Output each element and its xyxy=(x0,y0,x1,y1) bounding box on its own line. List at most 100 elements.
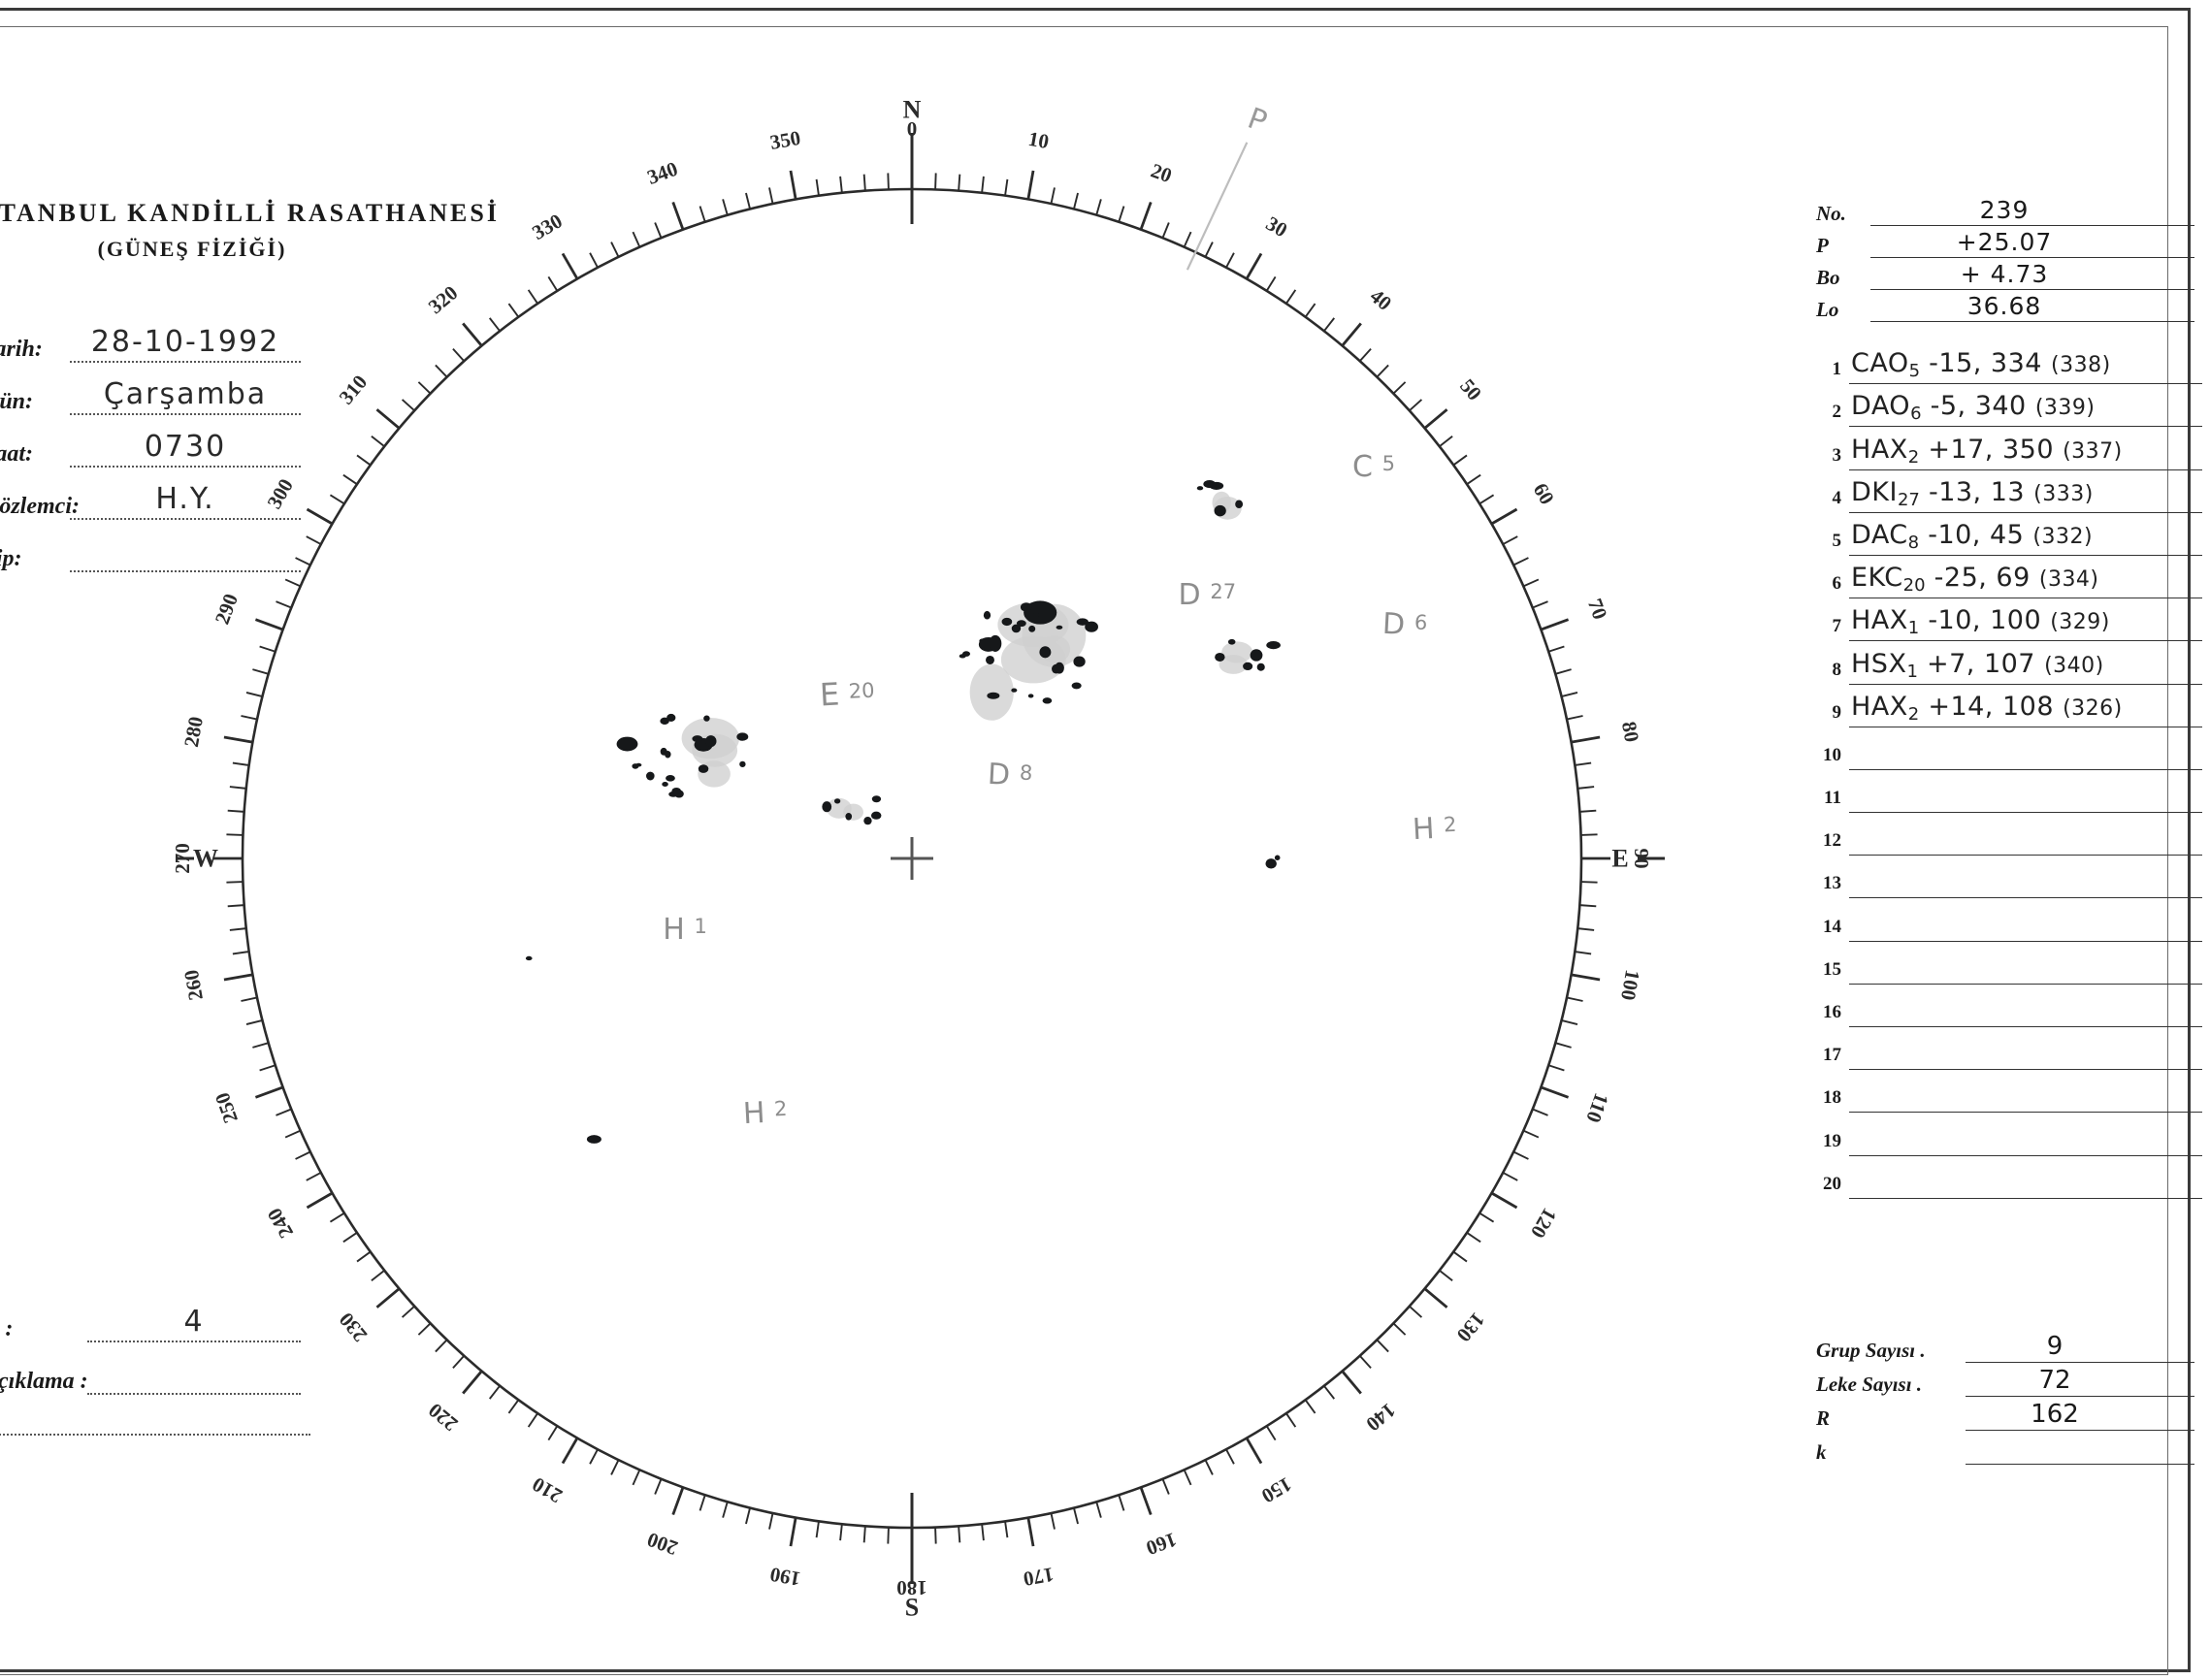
form-label-gozlemci: Gözlemci: xyxy=(0,494,80,519)
group-row-field[interactable]: HAX2 +17, 350 (337) xyxy=(1849,431,2202,470)
group-row-value: DKI27 -13, 13 (333) xyxy=(1851,476,2094,510)
svg-text:210: 210 xyxy=(528,1472,566,1508)
observation-form: Tarih: 28-10-1992 Gün: Çarşamba Saat: 07… xyxy=(0,310,301,572)
p-axis-indicator: P xyxy=(1186,102,1271,271)
summary-key-grup: Grup Sayısı . xyxy=(1816,1339,1926,1362)
group-row-field[interactable] xyxy=(1849,773,2202,814)
group-row-field[interactable]: DKI27 -13, 13 (333) xyxy=(1849,473,2202,513)
form-label-tarih: Tarih: xyxy=(0,337,43,362)
group-row-field[interactable] xyxy=(1849,730,2202,770)
form-row-tip: Tip: xyxy=(0,520,301,572)
svg-text:260: 260 xyxy=(179,968,208,1002)
disk-center-cross xyxy=(891,837,933,880)
group-row: 16 xyxy=(1816,985,2202,1027)
group-row-index: 8 xyxy=(1832,659,1842,680)
svg-text:320: 320 xyxy=(424,281,463,319)
summary-table: Grup Sayısı . 9 Leke Sayısı . 72 R 162 k xyxy=(1816,1329,2194,1465)
form-value-tarih: 28-10-1992 xyxy=(90,325,280,359)
group-row: 6 EKC20 -25, 69 (334) xyxy=(1816,556,2202,599)
group-row-field[interactable]: CAO5 -15, 334 (338) xyxy=(1849,344,2202,385)
header-field-no[interactable]: 239 xyxy=(1870,196,2194,226)
group-row-field[interactable] xyxy=(1849,1116,2202,1156)
group-row-index: 10 xyxy=(1823,744,1841,765)
form-label-tip: Tip: xyxy=(0,546,22,571)
group-row-index: 15 xyxy=(1823,958,1841,980)
solar-disk-svg: 0 102030405060708090100110120130140150160… xyxy=(171,96,1665,1622)
form-row-q: Q : 4 xyxy=(0,1290,301,1342)
group-row-value: CAO5 -15, 334 (338) xyxy=(1851,348,2111,382)
degree-tick-marks xyxy=(213,160,1610,1557)
group-row-field[interactable] xyxy=(1849,987,2202,1027)
group-row-field[interactable]: DAO6 -5, 340 (339) xyxy=(1849,387,2202,428)
group-row-field[interactable]: HSX1 +7, 107 (340) xyxy=(1849,645,2202,685)
header-field-p[interactable]: +25.07 xyxy=(1870,228,2194,258)
summary-row-grup: Grup Sayısı . 9 xyxy=(1816,1329,2194,1363)
group-row: 17 xyxy=(1816,1027,2202,1071)
group-row: 12 xyxy=(1816,813,2202,856)
form-field-gun[interactable]: Çarşamba xyxy=(70,371,301,415)
group-row: 7 HAX1 -10, 100 (329) xyxy=(1816,598,2202,642)
group-row-field[interactable]: DAC8 -10, 45 (332) xyxy=(1849,516,2202,556)
form-field-saat[interactable]: 0730 xyxy=(70,423,301,468)
cardinal-west: W xyxy=(177,845,218,873)
form-field-tip[interactable] xyxy=(70,528,301,572)
summary-key-k: k xyxy=(1816,1440,1827,1464)
header-field-lo[interactable]: 36.68 xyxy=(1870,292,2194,322)
svg-text:10: 10 xyxy=(1026,127,1051,153)
observatory-department: (GÜNEŞ FİZİĞİ) xyxy=(97,237,287,261)
svg-text:110: 110 xyxy=(1581,1090,1613,1126)
form-value-gun: Çarşamba xyxy=(103,377,268,411)
form-field-gozlemci[interactable]: H.Y. xyxy=(70,475,301,520)
sunspot-group xyxy=(1196,479,1244,520)
group-row-field[interactable]: EKC20 -25, 69 (334) xyxy=(1849,559,2202,599)
form-field-aciklama[interactable] xyxy=(87,1350,301,1395)
form-field-q[interactable]: 4 xyxy=(87,1298,301,1342)
group-row-field[interactable] xyxy=(1849,1030,2202,1071)
group-row-value: DAC8 -10, 45 (332) xyxy=(1851,519,2094,553)
group-row-field[interactable] xyxy=(1849,1073,2202,1114)
group-row: 19 xyxy=(1816,1113,2202,1156)
group-row-index: 19 xyxy=(1823,1130,1841,1151)
header-key-no: No. xyxy=(1816,202,1846,225)
header-value-lo: 36.68 xyxy=(1966,292,2042,320)
summary-field-r[interactable]: 162 xyxy=(1966,1400,2194,1431)
group-row-field[interactable]: HAX1 -10, 100 (329) xyxy=(1849,601,2202,642)
group-row: 15 xyxy=(1816,942,2202,985)
group-row: 10 xyxy=(1816,727,2202,770)
svg-text:220: 220 xyxy=(424,1399,463,1437)
group-row-field[interactable] xyxy=(1849,858,2202,899)
form-label-saat: Saat: xyxy=(0,441,34,467)
form-row-saat: Saat: 0730 xyxy=(0,415,301,468)
group-row-field[interactable] xyxy=(1849,945,2202,985)
header-row-bo: Bo + 4.73 xyxy=(1816,258,2194,290)
quality-form: Q : 4 Açıklama : xyxy=(0,1290,301,1395)
header-value-bo: + 4.73 xyxy=(1960,260,2049,288)
form-divider xyxy=(0,1434,310,1436)
svg-text:60: 60 xyxy=(1529,479,1559,508)
header-key-p: P xyxy=(1816,234,1829,257)
group-row-field[interactable] xyxy=(1849,816,2202,856)
summary-field-grup[interactable]: 9 xyxy=(1966,1332,2194,1363)
group-row: 8 HSX1 +7, 107 (340) xyxy=(1816,641,2202,685)
summary-field-k[interactable] xyxy=(1966,1435,2194,1465)
group-row-index: 3 xyxy=(1832,444,1842,466)
page-border xyxy=(0,8,2191,1675)
group-row-field[interactable] xyxy=(1849,902,2202,942)
svg-text:300: 300 xyxy=(262,474,298,512)
svg-text:190: 190 xyxy=(768,1563,802,1591)
header-field-bo[interactable]: + 4.73 xyxy=(1870,260,2194,290)
summary-field-leke[interactable]: 72 xyxy=(1966,1366,2194,1397)
group-row-value: DAO6 -5, 340 (339) xyxy=(1851,391,2096,425)
group-row: 2 DAO6 -5, 340 (339) xyxy=(1816,384,2202,428)
group-row-value: HAX2 +17, 350 (337) xyxy=(1851,434,2123,468)
group-row: 9 HAX2 +14, 108 (326) xyxy=(1816,685,2202,727)
solar-disk-chart: 0 10 20 30 40 50 60 70 80 90 100 110 120 130 140 150 160… xyxy=(165,10,1717,1670)
group-row-index: 5 xyxy=(1832,530,1842,551)
group-row-field[interactable] xyxy=(1849,1159,2202,1199)
sunspot-group xyxy=(1265,855,1281,869)
sunspot-group xyxy=(959,600,1098,721)
cardinal-north: N xyxy=(903,96,922,124)
form-field-tarih[interactable]: 28-10-1992 xyxy=(70,318,301,363)
group-row-index: 14 xyxy=(1823,916,1841,937)
group-row-field[interactable]: HAX2 +14, 108 (326) xyxy=(1849,688,2202,727)
